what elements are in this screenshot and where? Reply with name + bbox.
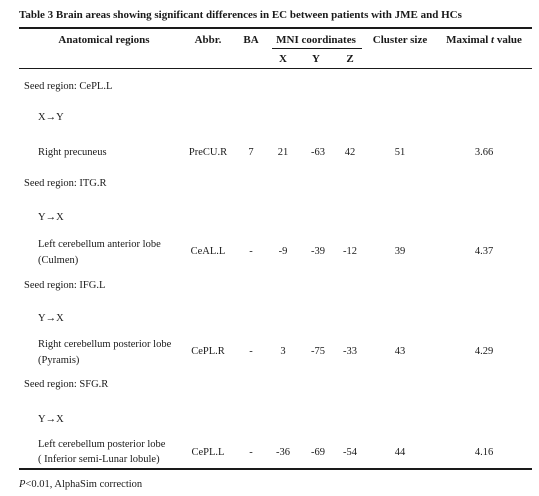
cluster-cell: 43	[394, 346, 406, 357]
z-cell: -12	[343, 246, 357, 257]
tvalue-cell: 4.16	[474, 447, 494, 458]
table-title: Table 3 Brain areas showing significant …	[19, 9, 462, 21]
col-header-ba: BA	[243, 34, 259, 46]
cluster-cell: 51	[394, 147, 406, 158]
col-header-y: Y	[312, 53, 320, 65]
direction-label: Y→X	[38, 414, 64, 425]
region-name: Left cerebellum posterior lobe	[38, 439, 166, 450]
cluster-cell: 39	[394, 246, 406, 257]
region-name: Right cerebellum posterior lobe	[38, 339, 172, 350]
seed-label: Seed region: SFG.R	[24, 379, 109, 390]
direction-label: Y→X	[38, 212, 64, 223]
col-header-tvalue: Maximal t value	[446, 34, 522, 46]
ba-cell: -	[249, 447, 253, 458]
seed-label: Seed region: ITG.R	[24, 178, 107, 189]
ba-cell: -	[249, 346, 253, 357]
x-cell: 3	[280, 346, 286, 357]
ba-cell: 7	[248, 147, 254, 158]
col-header-x: X	[279, 53, 287, 65]
x-cell: -9	[278, 246, 288, 257]
y-cell: -63	[311, 147, 325, 158]
mni-subrule	[272, 48, 362, 49]
tvalue-cell: 3.66	[474, 147, 494, 158]
region-name-sub: (Culmen)	[38, 255, 79, 266]
bottom-rule	[19, 468, 532, 470]
x-cell: -36	[276, 447, 290, 458]
z-cell: -54	[343, 447, 357, 458]
col-header-z: Z	[346, 53, 354, 65]
region-name-sub: ( Inferior semi-Lunar lobule)	[38, 454, 160, 465]
ba-cell: -	[249, 246, 253, 257]
region-name-sub: (Pyramis)	[38, 355, 80, 366]
col-header-cluster: Cluster size	[372, 34, 428, 46]
y-cell: -39	[311, 246, 325, 257]
direction-label: X→Y	[38, 112, 64, 123]
abbr-cell: PreCU.R	[188, 147, 228, 158]
tvalue-cell: 4.37	[474, 246, 494, 257]
abbr-cell: CePL.R	[191, 346, 225, 357]
direction-label: Y→X	[38, 313, 64, 324]
top-rule	[19, 27, 532, 29]
y-cell: -75	[311, 346, 325, 357]
abbr-cell: CeAL.L	[190, 246, 226, 257]
z-cell: -33	[343, 346, 357, 357]
abbr-cell: CePL.L	[191, 447, 225, 458]
col-header-mni: MNI coordinates	[276, 34, 356, 46]
table-footnote: P<0.01, AlphaSim correction	[19, 479, 143, 490]
header-rule	[19, 68, 532, 69]
y-cell: -69	[311, 447, 325, 458]
col-header-region: Anatomical regions	[58, 34, 150, 46]
cluster-cell: 44	[394, 447, 406, 458]
col-header-abbr: Abbr.	[194, 34, 222, 46]
x-cell: 21	[277, 147, 289, 158]
seed-label: Seed region: IFG.L	[24, 280, 106, 291]
region-name: Right precuneus	[38, 147, 107, 158]
z-cell: 42	[344, 147, 356, 158]
seed-label: Seed region: CePL.L	[24, 81, 113, 92]
tvalue-cell: 4.29	[474, 346, 494, 357]
region-name: Left cerebellum anterior lobe	[38, 239, 161, 250]
